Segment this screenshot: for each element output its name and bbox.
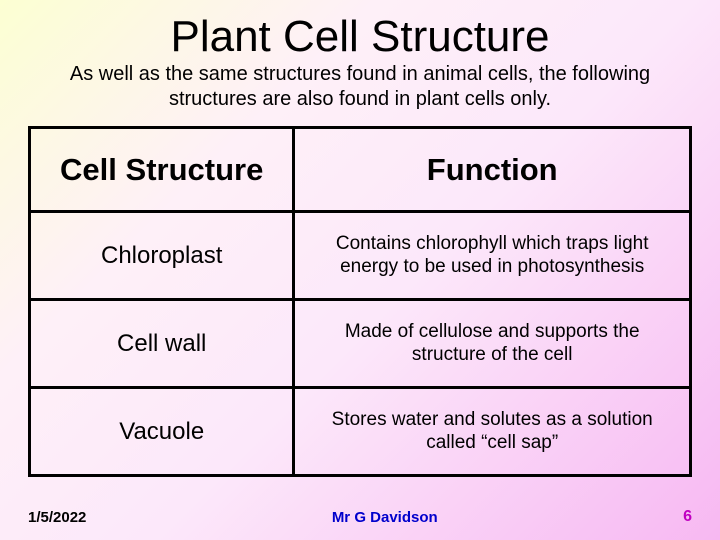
cell-structure-name: Vacuole	[30, 388, 294, 476]
structures-table: Cell Structure Function Chloroplast Cont…	[28, 126, 692, 477]
table-row: Cell wall Made of cellulose and supports…	[30, 300, 691, 388]
footer-date: 1/5/2022	[28, 509, 86, 526]
slide: Plant Cell Structure As well as the same…	[0, 0, 720, 540]
cell-structure-name: Cell wall	[30, 300, 294, 388]
footer-author: Mr G Davidson	[332, 509, 438, 526]
table-header-structure: Cell Structure	[30, 128, 294, 212]
cell-structure-function: Made of cellulose and supports the struc…	[294, 300, 691, 388]
page-title: Plant Cell Structure	[28, 14, 692, 60]
table-row: Vacuole Stores water and solutes as a so…	[30, 388, 691, 476]
page-subtitle: As well as the same structures found in …	[36, 62, 684, 112]
cell-structure-name: Chloroplast	[30, 212, 294, 300]
slide-footer: 1/5/2022 Mr G Davidson 6	[0, 508, 720, 526]
table-row: Chloroplast Contains chlorophyll which t…	[30, 212, 691, 300]
footer-page-number: 6	[683, 508, 692, 526]
cell-structure-function: Contains chlorophyll which traps light e…	[294, 212, 691, 300]
table-header-function: Function	[294, 128, 691, 212]
table-header-row: Cell Structure Function	[30, 128, 691, 212]
cell-structure-function: Stores water and solutes as a solution c…	[294, 388, 691, 476]
